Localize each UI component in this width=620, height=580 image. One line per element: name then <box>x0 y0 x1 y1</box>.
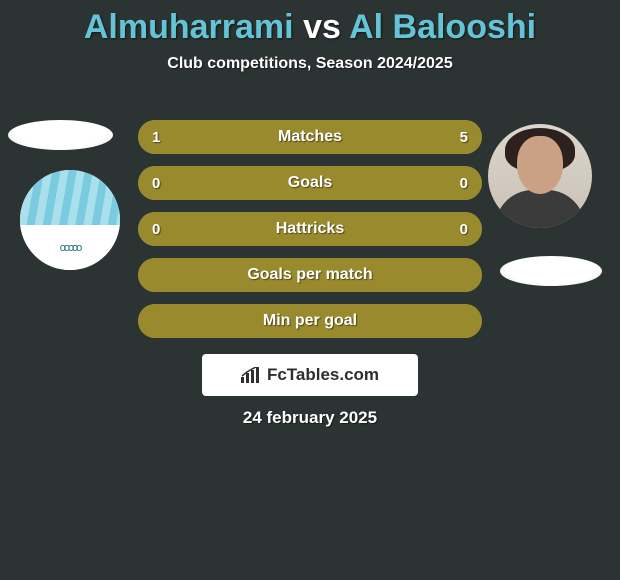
stat-label: Goals <box>288 174 332 192</box>
stat-bar: Goals per match <box>138 258 482 292</box>
stat-value-left: 0 <box>152 175 160 192</box>
stat-value-right: 5 <box>460 129 468 146</box>
stat-value-right: 0 <box>460 221 468 238</box>
bar-fill-left <box>138 166 310 200</box>
date-text: 24 february 2025 <box>0 408 620 428</box>
stats-bars: Matches 1 5 Goals 0 0 Hattricks 0 0 Goals per mat… <box>138 120 482 350</box>
player1-avatar-placeholder <box>8 120 113 150</box>
stat-bar: Hattricks 0 0 <box>138 212 482 246</box>
title-player1: Almuharrami <box>84 8 294 46</box>
player2-club-placeholder <box>500 256 602 286</box>
title-player2: Al Balooshi <box>349 8 536 46</box>
bars-icon <box>241 367 261 383</box>
stat-value-left: 1 <box>152 129 160 146</box>
stat-bar: Goals 0 0 <box>138 166 482 200</box>
stat-bar: Matches 1 5 <box>138 120 482 154</box>
player1-club-logo: ooooo <box>20 170 120 270</box>
watermark-text: FcTables.com <box>267 365 379 385</box>
site-watermark: FcTables.com <box>202 354 418 396</box>
stat-value-left: 0 <box>152 221 160 238</box>
subtitle: Club competitions, Season 2024/2025 <box>0 55 620 73</box>
stat-label: Goals per match <box>247 266 372 284</box>
player2-avatar <box>488 124 592 228</box>
stat-label: Hattricks <box>276 220 344 238</box>
club-rings-icon: ooooo <box>60 242 81 254</box>
bar-fill-right <box>310 166 482 200</box>
stat-label: Matches <box>278 128 342 146</box>
stat-bar: Min per goal <box>138 304 482 338</box>
title-vs: vs <box>303 8 341 46</box>
stat-value-right: 0 <box>460 175 468 192</box>
stat-label: Min per goal <box>263 312 357 330</box>
bar-fill-left <box>138 120 195 154</box>
page-title: Almuharrami vs Al Balooshi <box>0 0 620 47</box>
